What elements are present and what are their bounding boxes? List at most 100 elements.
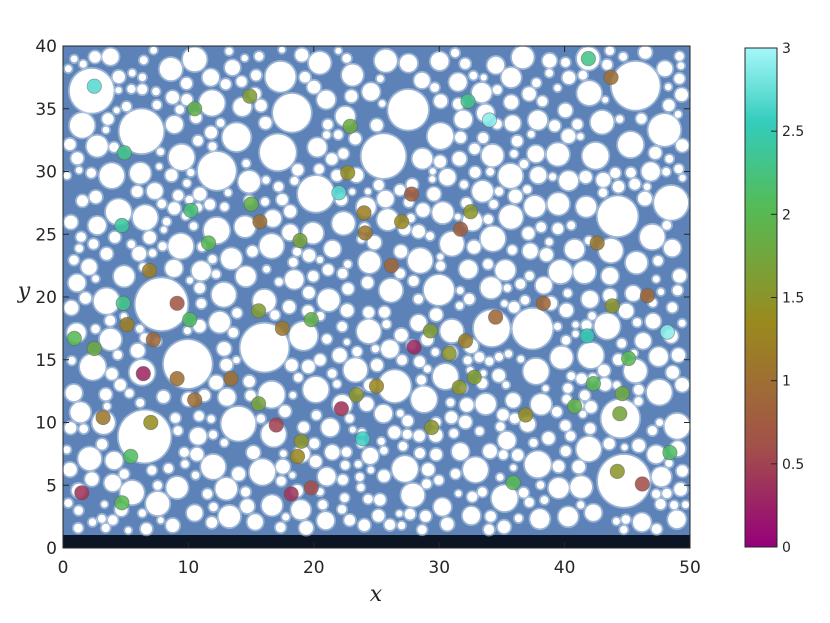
grain <box>193 135 203 146</box>
grain <box>530 394 552 415</box>
grain <box>193 187 207 201</box>
grain <box>276 459 290 474</box>
grain <box>677 62 685 70</box>
colorbar-tick-label: 2 <box>782 207 791 223</box>
grain <box>584 423 596 434</box>
grain <box>354 460 362 468</box>
grain <box>362 447 379 464</box>
grain <box>152 100 162 110</box>
grain <box>113 266 135 287</box>
grain <box>308 51 331 74</box>
data-point <box>451 379 467 395</box>
grain <box>371 345 380 353</box>
grain <box>431 348 440 356</box>
grain <box>402 415 414 427</box>
grain <box>413 294 423 304</box>
grain <box>283 300 296 314</box>
grain <box>439 169 456 186</box>
grain <box>654 185 689 220</box>
grain <box>179 447 189 457</box>
grain <box>384 519 396 531</box>
grain <box>115 87 122 94</box>
grain <box>579 171 592 184</box>
grain <box>665 459 673 467</box>
grain <box>427 187 441 201</box>
y-tick-label: 0 <box>46 539 57 559</box>
grain <box>91 324 100 334</box>
grain <box>518 487 529 498</box>
grain <box>374 404 393 423</box>
grain <box>233 356 240 364</box>
grain <box>370 119 383 132</box>
grain <box>455 302 464 310</box>
grain <box>194 411 204 421</box>
grain <box>528 110 548 130</box>
grain <box>106 368 118 380</box>
grain <box>511 135 523 147</box>
grain <box>495 260 516 281</box>
grain <box>181 460 189 468</box>
grain <box>290 176 299 185</box>
grain <box>577 133 584 140</box>
grain <box>496 422 505 432</box>
grain <box>546 143 570 166</box>
data-point <box>518 407 534 423</box>
grain <box>617 131 644 158</box>
grain <box>512 449 524 461</box>
grain <box>292 247 302 256</box>
grain <box>322 334 332 344</box>
data-point <box>293 433 309 449</box>
grain <box>523 185 532 194</box>
grain <box>602 59 613 70</box>
y-axis-title: y <box>17 279 31 304</box>
grain <box>545 69 554 77</box>
grain <box>501 300 508 307</box>
grain <box>565 431 576 441</box>
grain <box>527 145 545 163</box>
grain <box>125 527 132 534</box>
grain <box>207 415 215 423</box>
grain <box>163 463 174 473</box>
grain <box>535 277 552 294</box>
grain <box>472 180 493 202</box>
grain <box>108 515 118 525</box>
grain <box>499 205 523 229</box>
data-point <box>406 339 422 355</box>
data-point <box>603 69 619 86</box>
data-point <box>292 232 308 249</box>
grain <box>561 57 570 67</box>
grain <box>582 142 609 169</box>
grain <box>554 84 561 92</box>
grain <box>345 414 354 423</box>
grain <box>187 169 195 177</box>
grain <box>241 54 248 62</box>
grain <box>434 155 447 168</box>
grain <box>388 426 401 439</box>
grain <box>332 212 355 235</box>
data-point <box>342 118 358 134</box>
grain <box>525 271 534 281</box>
data-point <box>123 448 139 464</box>
grain <box>633 384 644 395</box>
grain <box>349 426 356 433</box>
grain <box>205 126 218 139</box>
grain <box>560 420 571 431</box>
grain <box>79 424 89 434</box>
grain <box>318 467 336 486</box>
grain <box>259 116 272 129</box>
grain <box>598 364 610 377</box>
grain <box>109 231 121 243</box>
grain <box>413 430 425 442</box>
grain <box>625 285 641 301</box>
y-tick-label: 20 <box>35 288 57 308</box>
grain <box>394 184 406 196</box>
grain <box>579 410 587 418</box>
data-point <box>452 221 469 237</box>
data-point <box>187 101 203 117</box>
data-point <box>422 323 438 339</box>
grain <box>558 103 573 118</box>
grain <box>653 255 663 266</box>
grain <box>427 123 454 149</box>
grain <box>529 438 538 447</box>
